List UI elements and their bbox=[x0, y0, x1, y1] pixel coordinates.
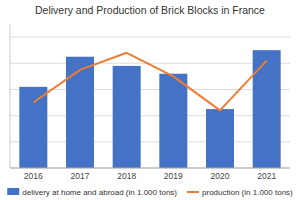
bar bbox=[206, 109, 234, 168]
legend-swatch bbox=[187, 191, 199, 193]
chart: Delivery and Production of Brick Blocks … bbox=[0, 0, 300, 200]
legend-swatch bbox=[7, 188, 19, 195]
title: Delivery and Production of Brick Blocks … bbox=[35, 4, 265, 16]
chart-container: Delivery and Production of Brick Blocks … bbox=[0, 0, 300, 200]
x-tick-label: 2019 bbox=[164, 171, 183, 181]
legend: delivery at home and abroad (in 1.000 to… bbox=[7, 188, 293, 197]
legend-label: production (in 1.000 tons) bbox=[202, 188, 293, 197]
x-tick-label: 2016 bbox=[24, 171, 43, 181]
grid-line bbox=[10, 168, 290, 169]
grid-line bbox=[10, 115, 290, 116]
legend-item: delivery at home and abroad (in 1.000 to… bbox=[7, 188, 177, 197]
x-tick-label: 2021 bbox=[257, 171, 276, 181]
bar bbox=[66, 57, 94, 168]
line bbox=[33, 53, 266, 111]
bar bbox=[113, 66, 141, 168]
legend-item: production (in 1.000 tons) bbox=[187, 188, 293, 197]
x-axis: 2016 2017 2018 2019 2020 2021 bbox=[24, 171, 277, 181]
y-axis-line bbox=[10, 24, 11, 168]
bar bbox=[19, 87, 47, 168]
x-tick-label: 2017 bbox=[71, 171, 90, 181]
x-tick-label: 2020 bbox=[211, 171, 230, 181]
legend-label: delivery at home and abroad (in 1.000 to… bbox=[22, 188, 177, 197]
bar bbox=[253, 50, 281, 168]
x-tick-label: 2018 bbox=[117, 171, 136, 181]
grid bbox=[10, 37, 290, 168]
grid-line bbox=[10, 141, 290, 142]
grid-line bbox=[10, 37, 290, 38]
marks bbox=[19, 50, 280, 168]
x-axis-line bbox=[10, 168, 290, 169]
bar bbox=[159, 74, 187, 168]
